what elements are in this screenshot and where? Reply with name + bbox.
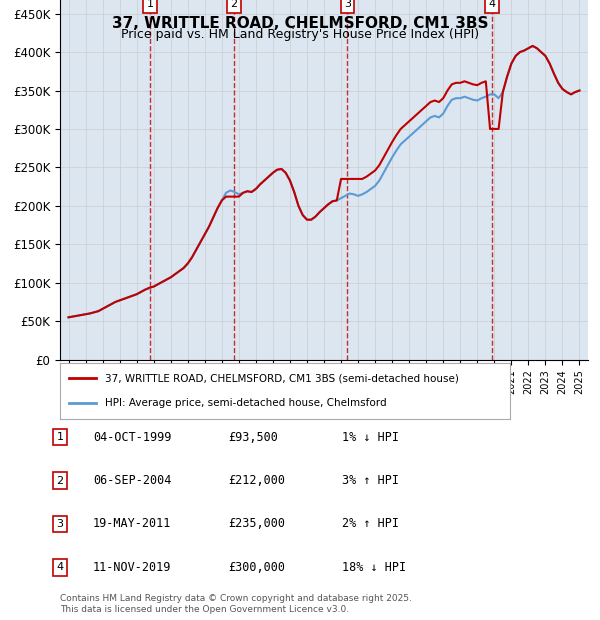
Text: 4: 4 (56, 562, 64, 572)
Text: 1: 1 (146, 0, 154, 9)
Text: 06-SEP-2004: 06-SEP-2004 (93, 474, 172, 487)
Text: 18% ↓ HPI: 18% ↓ HPI (342, 561, 406, 574)
Text: £300,000: £300,000 (228, 561, 285, 574)
Text: £235,000: £235,000 (228, 518, 285, 530)
Text: 2: 2 (230, 0, 238, 9)
Text: 37, WRITTLE ROAD, CHELMSFORD, CM1 3BS (semi-detached house): 37, WRITTLE ROAD, CHELMSFORD, CM1 3BS (s… (105, 373, 459, 383)
Text: 3% ↑ HPI: 3% ↑ HPI (342, 474, 399, 487)
Text: Contains HM Land Registry data © Crown copyright and database right 2025.
This d: Contains HM Land Registry data © Crown c… (60, 595, 412, 614)
Text: £212,000: £212,000 (228, 474, 285, 487)
Text: 19-MAY-2011: 19-MAY-2011 (93, 518, 172, 530)
Text: 3: 3 (344, 0, 351, 9)
Text: HPI: Average price, semi-detached house, Chelmsford: HPI: Average price, semi-detached house,… (105, 398, 386, 408)
Text: £93,500: £93,500 (228, 431, 278, 443)
Text: 2: 2 (56, 476, 64, 485)
Text: 2% ↑ HPI: 2% ↑ HPI (342, 518, 399, 530)
Text: 11-NOV-2019: 11-NOV-2019 (93, 561, 172, 574)
Text: 1% ↓ HPI: 1% ↓ HPI (342, 431, 399, 443)
Text: 04-OCT-1999: 04-OCT-1999 (93, 431, 172, 443)
Text: 3: 3 (56, 519, 64, 529)
Text: Price paid vs. HM Land Registry's House Price Index (HPI): Price paid vs. HM Land Registry's House … (121, 28, 479, 41)
Text: 4: 4 (488, 0, 496, 9)
Text: 1: 1 (56, 432, 64, 442)
Text: 37, WRITTLE ROAD, CHELMSFORD, CM1 3BS: 37, WRITTLE ROAD, CHELMSFORD, CM1 3BS (112, 16, 488, 30)
